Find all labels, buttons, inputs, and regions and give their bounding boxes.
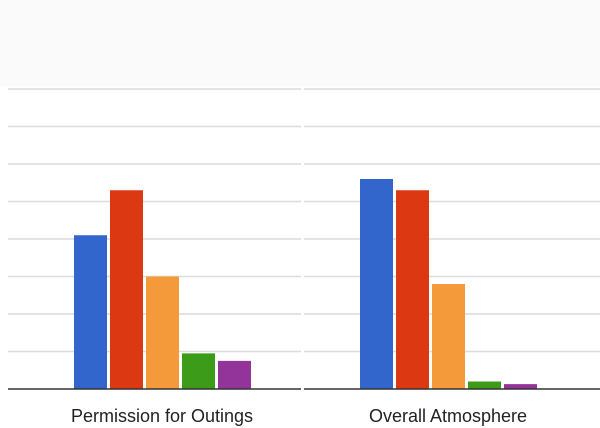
- bar-category-1-series-3: [468, 381, 501, 389]
- category-label-overall-atmosphere: Overall Atmosphere: [369, 406, 527, 426]
- bar-category-0-series-1: [110, 190, 143, 389]
- bar-category-1-series-1: [396, 190, 429, 389]
- bar-category-0-series-3: [182, 353, 215, 389]
- bar-category-0-series-4: [218, 360, 251, 389]
- bar-category-1-series-4: [504, 384, 537, 389]
- bars: [74, 179, 537, 389]
- bar-category-1-series-0: [360, 179, 393, 389]
- bar-category-0-series-0: [74, 235, 107, 389]
- chart-background-shade: [0, 0, 600, 86]
- bar-category-0-series-2: [146, 276, 179, 389]
- category-labels: Permission for Outings Overall Atmospher…: [71, 406, 527, 426]
- category-label-permission-for-outings: Permission for Outings: [71, 406, 253, 426]
- bar-category-1-series-2: [432, 284, 465, 389]
